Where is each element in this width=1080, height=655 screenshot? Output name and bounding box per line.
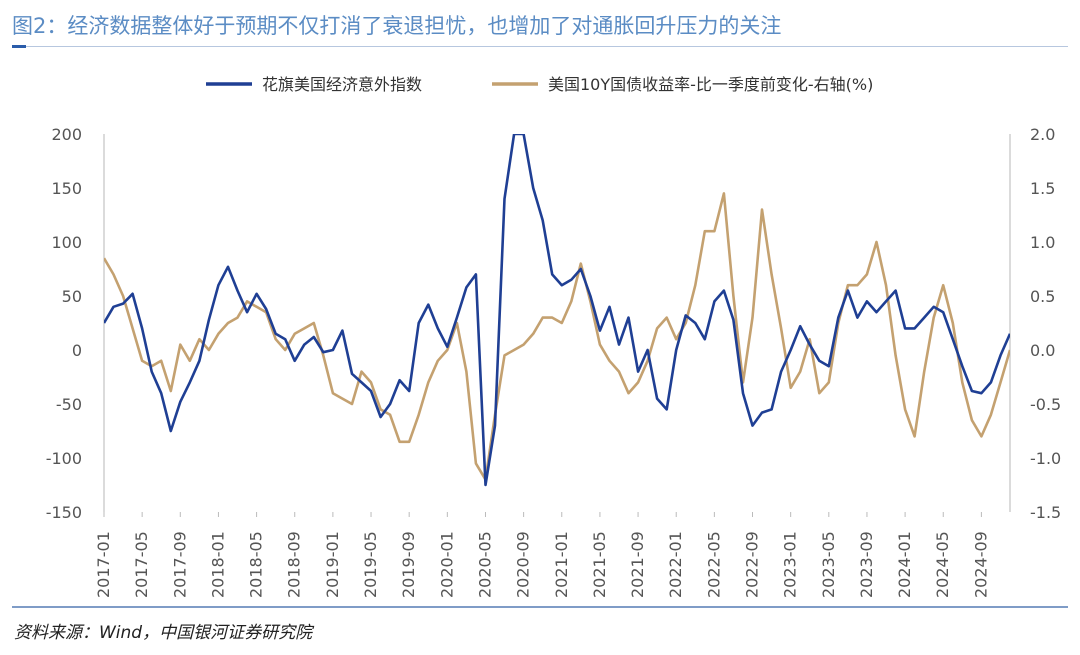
x-tick-label: 2023-05 (819, 531, 838, 598)
left-tick-label: 0 (72, 341, 82, 360)
left-tick-label: -150 (46, 503, 82, 522)
series-lines (104, 134, 1010, 487)
x-tick-label: 2022-05 (704, 531, 723, 598)
series-line-2 (104, 192, 1010, 481)
left-tick-label: 100 (51, 233, 82, 252)
x-tick-label: 2019-09 (399, 531, 418, 598)
left-axis-ticks: 200 150 100 50 0 -50 -100 -150 (46, 125, 82, 522)
right-tick-label: -0.5 (1030, 395, 1061, 414)
x-tick-label: 2020-01 (437, 531, 456, 598)
left-tick-label: -50 (56, 395, 82, 414)
x-tick-label: 2018-01 (208, 531, 227, 598)
legend: 花旗美国经济意外指数 美国10Y国债收益率-比一季度前变化-右轴(%) (206, 75, 873, 94)
x-tick-label: 2017-09 (170, 531, 189, 598)
legend-label-series1: 花旗美国经济意外指数 (262, 75, 422, 94)
x-tick-label: 2017-05 (132, 531, 151, 598)
x-tick-label: 2020-09 (514, 531, 533, 598)
x-tick-label: 2018-09 (285, 531, 304, 598)
chart-title: 图2：经济数据整体好于预期不仅打消了衰退担忧，也增加了对通胀回升压力的关注 (12, 14, 782, 38)
footer-divider (12, 606, 1068, 608)
title-divider (12, 46, 1068, 47)
right-tick-label: 2.0 (1030, 125, 1055, 144)
left-tick-label: 200 (51, 125, 82, 144)
source-note: 资料来源：Wind，中国银河证券研究院 (14, 623, 313, 643)
right-tick-label: -1.0 (1030, 449, 1061, 468)
x-tick-label: 2022-09 (743, 531, 762, 598)
right-tick-label: -1.5 (1030, 503, 1061, 522)
x-tick-label: 2022-01 (666, 531, 685, 598)
left-tick-label: 50 (62, 287, 82, 306)
right-tick-label: 1.0 (1030, 233, 1055, 252)
right-tick-label: 0.0 (1030, 341, 1055, 360)
x-tick-label: 2024-01 (895, 531, 914, 598)
legend-label-series2: 美国10Y国债收益率-比一季度前变化-右轴(%) (548, 75, 873, 94)
x-tick-label: 2019-05 (361, 531, 380, 598)
x-tick-label: 2024-09 (971, 531, 990, 598)
x-tick-label: 2018-05 (247, 531, 266, 598)
title-divider-accent (12, 45, 26, 48)
x-tick-label: 2023-09 (857, 531, 876, 598)
right-axis-ticks: 2.0 1.5 1.0 0.5 0.0 -0.5 -1.0 -1.5 (1030, 125, 1061, 522)
x-tick-label: 2017-01 (94, 531, 113, 598)
x-tick-label: 2021-01 (552, 531, 571, 598)
series-line-1 (104, 134, 1010, 487)
right-tick-label: 0.5 (1030, 287, 1055, 306)
x-tick-label: 2020-05 (475, 531, 494, 598)
left-tick-label: -100 (46, 449, 82, 468)
x-axis-ticks: 2017-01 2017-05 2017-09 2018-01 2018-05 2018-… (94, 512, 990, 598)
x-tick-label: 2024-05 (933, 531, 952, 598)
x-tick-label: 2019-01 (323, 531, 342, 598)
right-tick-label: 1.5 (1030, 179, 1055, 198)
x-tick-label: 2023-01 (781, 531, 800, 598)
left-tick-label: 150 (51, 179, 82, 198)
x-tick-label: 2021-05 (590, 531, 609, 598)
x-tick-label: 2021-09 (628, 531, 647, 598)
